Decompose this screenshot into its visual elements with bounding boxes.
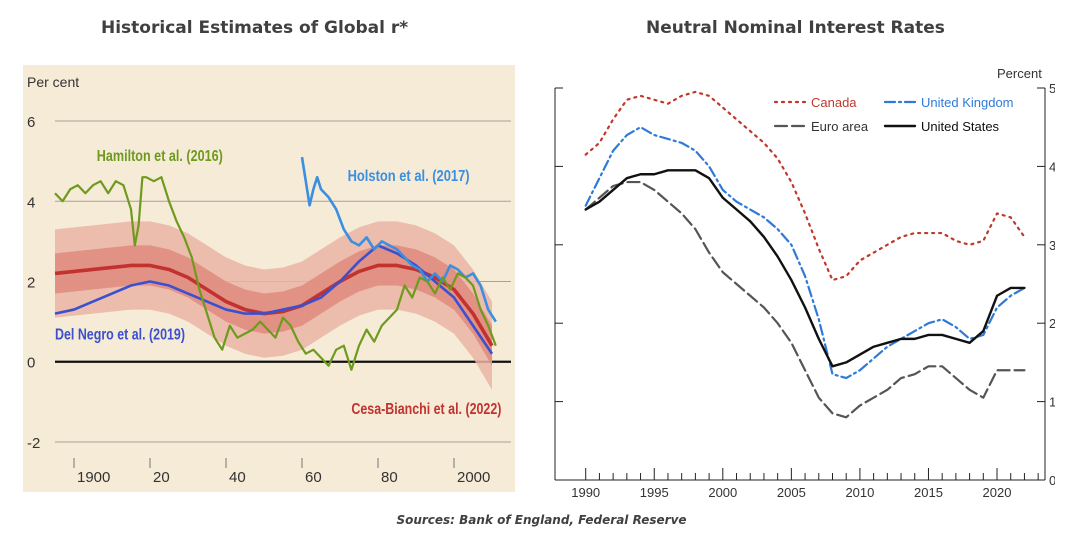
y-tick-label: 1 xyxy=(1049,395,1055,410)
legend-label: United States xyxy=(921,119,1000,134)
series-line-canada xyxy=(584,90,1026,282)
right-ylabel: Percent xyxy=(997,66,1042,81)
series-line-euro-area xyxy=(584,180,1026,419)
x-tick-label: 2000 xyxy=(708,485,737,500)
y-tick-label: 0 xyxy=(27,355,35,372)
left-chart-title: Historical Estimates of Global r* xyxy=(101,18,409,38)
left-ylabel: Per cent xyxy=(27,74,79,90)
series-label-hamilton: Hamilton et al. (2016) xyxy=(97,148,223,165)
x-tick-label: 1995 xyxy=(640,485,669,500)
series-line-united-states xyxy=(584,169,1026,368)
x-tick-label: 60 xyxy=(305,469,322,486)
holston-line xyxy=(300,156,497,323)
legend-label: Euro area xyxy=(811,119,869,134)
y-tick-label: 2 xyxy=(27,275,35,292)
y-tick-label: 0 xyxy=(1049,473,1055,488)
x-tick-label: 2005 xyxy=(777,485,806,500)
neutral-rates-chart: 0 1 2 3 4 5 1990 1995 2000 2005 2010 2015 2020 Perce… xyxy=(554,66,1055,500)
y-tick-label: 6 xyxy=(27,114,35,131)
y-tick-label: -2 xyxy=(27,435,40,452)
y-tick-label: 4 xyxy=(27,194,35,211)
source-note: Sources: Bank of England, Federal Reserv… xyxy=(396,513,687,527)
y-tick-label: 3 xyxy=(1049,238,1055,253)
x-tick-label: 80 xyxy=(381,469,398,486)
x-tick-label: 2015 xyxy=(914,485,943,500)
y-tick-label: 2 xyxy=(1049,316,1055,331)
cesa-inner-band xyxy=(55,245,492,366)
legend-label: Canada xyxy=(811,95,857,110)
series-label-delnegro: Del Negro et al. (2019) xyxy=(55,327,185,344)
y-tick-label: 5 xyxy=(1049,81,1055,96)
x-tick-label: 1990 xyxy=(571,485,600,500)
y-tick-label: 4 xyxy=(1049,159,1055,174)
x-tick-label: 2000 xyxy=(457,469,490,486)
hamilton-line xyxy=(54,176,497,371)
x-tick-label: 20 xyxy=(153,469,170,486)
x-tick-label: 1900 xyxy=(77,469,110,486)
x-tick-label: 40 xyxy=(229,469,246,486)
x-tick-label: 2010 xyxy=(845,485,874,500)
series-line-united-kingdom xyxy=(584,126,1026,380)
series-label-holston: Holston et al. (2017) xyxy=(348,168,470,185)
x-tick-label: 2020 xyxy=(983,485,1012,500)
series-label-cesa: Cesa-Bianchi et al. (2022) xyxy=(351,401,501,418)
right-chart-title: Neutral Nominal Interest Rates xyxy=(646,18,945,38)
legend-label: United Kingdom xyxy=(921,95,1014,110)
global-rstar-chart: -2 0 2 4 6 1900 20 40 60 80 2000 Per cent Hamilton… xyxy=(23,65,515,492)
